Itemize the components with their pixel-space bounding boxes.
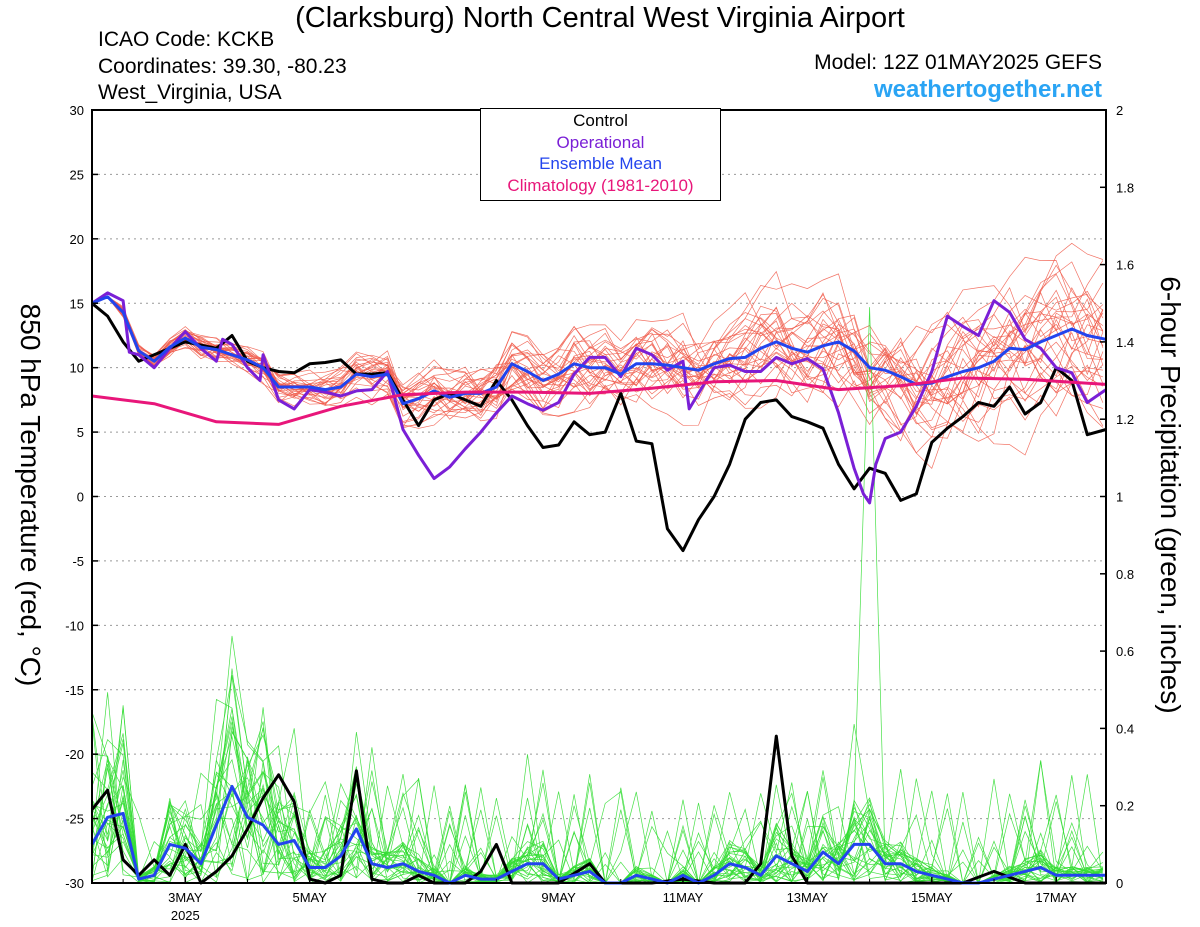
right-tick-label: 1.4 xyxy=(1116,335,1134,350)
right-tick-label: 1.8 xyxy=(1116,180,1134,195)
ensemble-member-temp-line xyxy=(91,296,1104,425)
legend: Control Operational Ensemble Mean Climat… xyxy=(480,108,721,201)
left-tick-label: 0 xyxy=(77,490,84,505)
icao-code: ICAO Code: KCKB xyxy=(98,28,275,51)
site-link[interactable]: weathertogether.net xyxy=(873,76,1102,103)
left-tick-label: -25 xyxy=(65,812,84,827)
x-axis-ticks: 3MAY 2025 5MAY 7MAY 9MAY 11MAY 13MAY 15MAY 17MAY xyxy=(122,877,1077,923)
ensemble-member-temp-line xyxy=(91,261,1104,415)
temp-line-operational xyxy=(91,291,1107,505)
ensemble-member-temp-line xyxy=(91,296,1104,429)
left-tick-label: -20 xyxy=(65,747,84,762)
precip-line-ensemble-mean xyxy=(90,784,1106,885)
left-tick-label: -30 xyxy=(65,876,84,891)
ensemble-member-temp-line xyxy=(91,292,1104,408)
x-tick-label: 9MAY xyxy=(541,890,576,905)
right-axis-label: 6-hour Precipitation (green, inches) xyxy=(1155,276,1186,714)
left-tick-label: 30 xyxy=(70,103,84,118)
right-tick-label: 2 xyxy=(1116,103,1123,118)
right-tick-label: 0 xyxy=(1116,876,1123,891)
legend-item-climatology: Climatology (1981-2010) xyxy=(507,175,694,195)
left-tick-label: 15 xyxy=(70,296,84,311)
model-run: Model: 12Z 01MAY2025 GEFS xyxy=(814,51,1102,74)
ensemble-member-temp-line xyxy=(91,296,1104,401)
ensemble-member-precip-line xyxy=(91,756,1104,884)
left-tick-label: -5 xyxy=(72,554,84,569)
ensemble-member-precip-line xyxy=(91,668,1103,884)
x-tick-label: 15MAY xyxy=(911,890,953,905)
x-tick-label: 3MAY xyxy=(168,890,203,905)
ensemble-member-temp-line xyxy=(91,296,1104,442)
right-tick-label: 1 xyxy=(1116,490,1123,505)
ensemble-member-temp-line xyxy=(91,295,1104,432)
right-tick-label: 0.2 xyxy=(1116,799,1134,814)
right-tick-label: 1.2 xyxy=(1116,412,1134,427)
left-tick-label: 10 xyxy=(70,361,84,376)
left-tick-label: -15 xyxy=(65,683,84,698)
left-axis-ticks: 30 25 20 15 10 5 0 -5 -10 -15 -20 -25 -30 xyxy=(65,103,98,891)
temp-line-climatology-1981-2010 xyxy=(91,376,1107,426)
legend-item-ensemble-mean: Ensemble Mean xyxy=(539,154,662,173)
legend-item-operational: Operational xyxy=(556,132,645,152)
legend-item-control: Control xyxy=(573,111,628,130)
right-tick-label: 0.8 xyxy=(1116,567,1134,582)
x-tick-label: 7MAY xyxy=(417,890,452,905)
ensemble-member-temp-line xyxy=(91,296,1104,470)
x-tick-label: 11MAY xyxy=(663,890,704,905)
left-tick-label: 5 xyxy=(77,425,84,440)
left-tick-label: 25 xyxy=(70,167,84,182)
left-tick-label: -10 xyxy=(65,618,84,633)
left-tick-label: 20 xyxy=(70,232,84,247)
chart-title: (Clarksburg) North Central West Virginia… xyxy=(295,2,905,34)
ensemble-member-precip-line xyxy=(91,734,1103,885)
left-axis-label: 850 hPa Temperature (red, °C) xyxy=(15,303,46,687)
x-tick-label: 17MAY xyxy=(1035,890,1077,905)
location: West_Virginia, USA xyxy=(98,81,282,104)
temp-line-control xyxy=(91,302,1107,553)
ensemble-member-temp-line xyxy=(91,264,1104,423)
x-tick-label: 13MAY xyxy=(787,890,829,905)
right-tick-label: 0.4 xyxy=(1116,721,1134,736)
x-tick-label: 5MAY xyxy=(293,890,328,905)
coordinates: Coordinates: 39.30, -80.23 xyxy=(98,55,347,78)
right-axis-ticks: 2 1.8 1.6 1.4 1.2 1 0.8 0.6 0.4 0.2 0 xyxy=(1100,103,1134,891)
x-tick-year: 2025 xyxy=(171,908,200,923)
right-tick-label: 1.6 xyxy=(1116,258,1134,273)
right-tick-label: 0.6 xyxy=(1116,644,1134,659)
ensemble-member-precip-line xyxy=(91,735,1104,884)
